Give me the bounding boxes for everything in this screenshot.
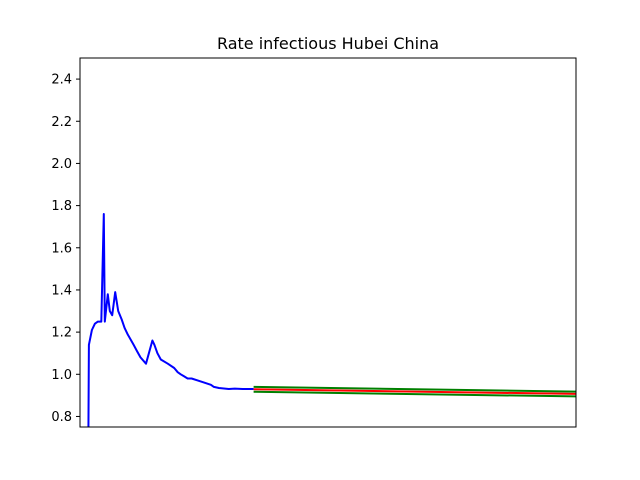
y-tick-label: 2.4 xyxy=(51,73,72,88)
forecast-series-line xyxy=(253,388,576,395)
y-tick-label: 2.2 xyxy=(51,115,72,130)
y-axis: 0.8 1.0 1.2 1.4 1.6 1.8 2.0 2.2 2.4 xyxy=(51,73,80,425)
y-tick-label: 1.6 xyxy=(51,241,72,256)
y-tick-label: 1.8 xyxy=(51,199,72,214)
y-tick-label: 0.8 xyxy=(51,410,72,425)
series-layer xyxy=(87,213,576,427)
chart-title: Rate infectious Hubei China xyxy=(217,34,439,53)
y-tick-label: 1.2 xyxy=(51,326,72,341)
observed-series-line xyxy=(87,213,254,427)
upper-bound-series-line xyxy=(253,385,576,393)
lower-bound-series-line xyxy=(253,390,576,398)
y-tick-label: 1.4 xyxy=(51,283,72,298)
y-tick-label: 2.0 xyxy=(51,157,72,172)
plot-frame xyxy=(79,57,577,428)
y-tick-label: 1.0 xyxy=(51,368,72,383)
